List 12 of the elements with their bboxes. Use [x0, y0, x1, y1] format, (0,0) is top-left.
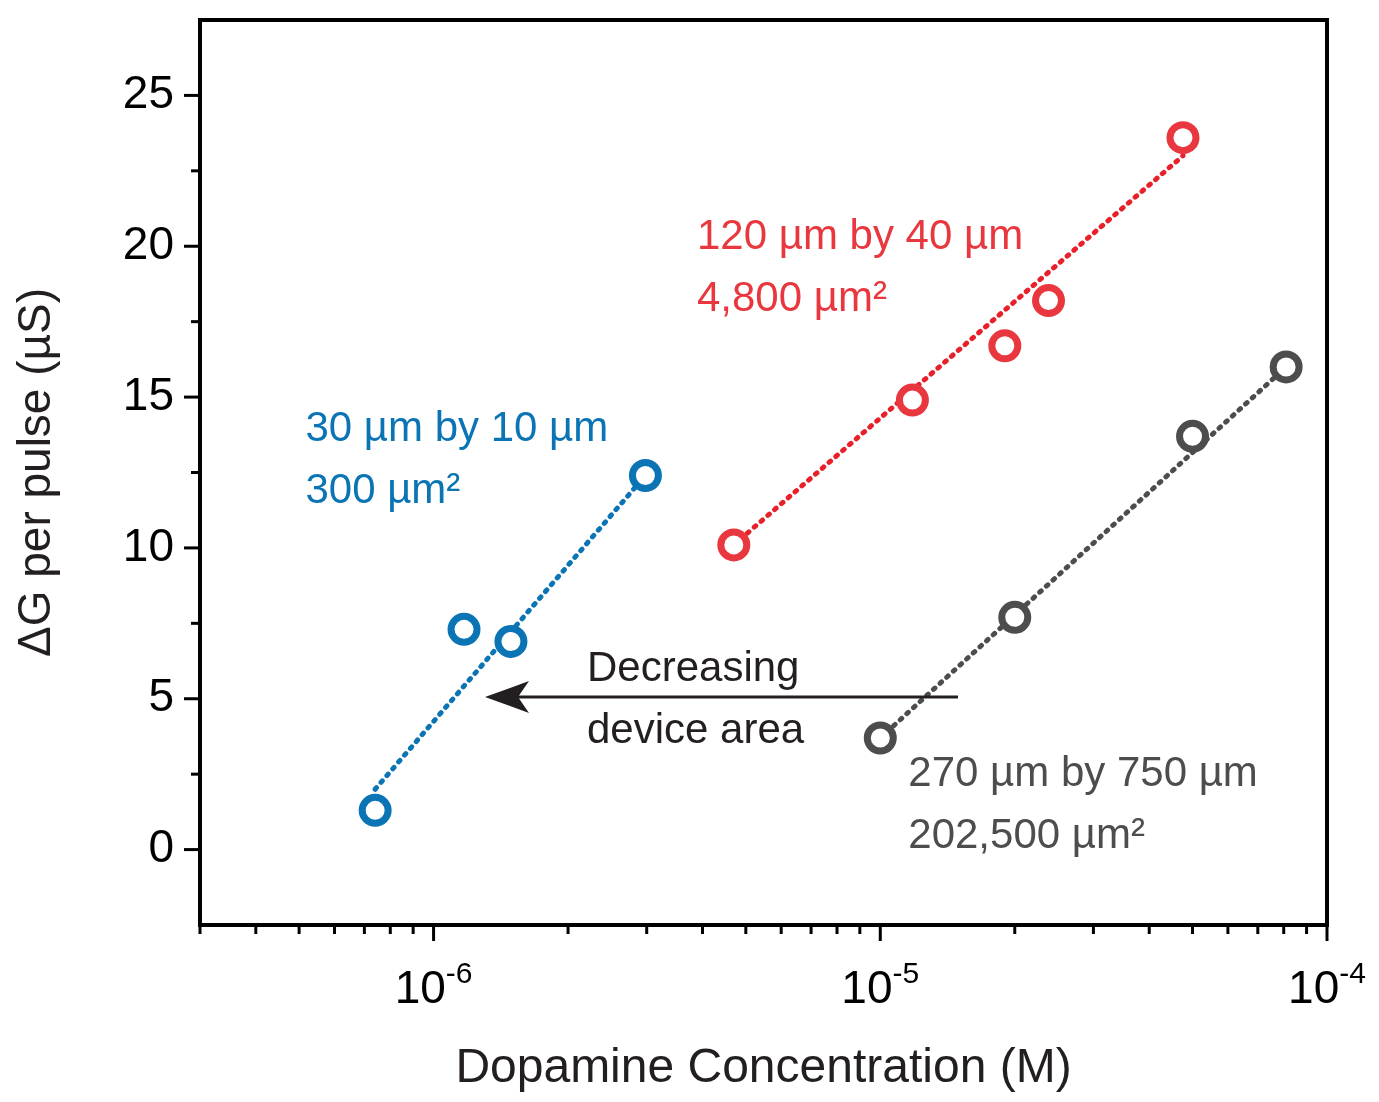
y-tick-label: 5: [148, 669, 174, 722]
y-axis-title: ΔG per pulse (µS): [8, 287, 61, 658]
x-axis-title: Dopamine Concentration (M): [455, 1039, 1072, 1093]
y-tick-label: 15: [122, 367, 174, 420]
y-tick-label: 20: [122, 216, 174, 269]
series-label: 30 µm by 10 µm 300 µm²: [305, 402, 609, 512]
series-label: 270 µm by 750 µm 202,500 µm²: [908, 747, 1258, 857]
y-tick-label: 25: [122, 66, 174, 119]
annotation: Decreasing device area: [587, 643, 805, 752]
y-tick-label: 10: [122, 518, 174, 571]
series-label: 120 µm by 40 µm 4,800 µm²: [696, 210, 1024, 320]
y-tick-label: 0: [148, 820, 174, 873]
